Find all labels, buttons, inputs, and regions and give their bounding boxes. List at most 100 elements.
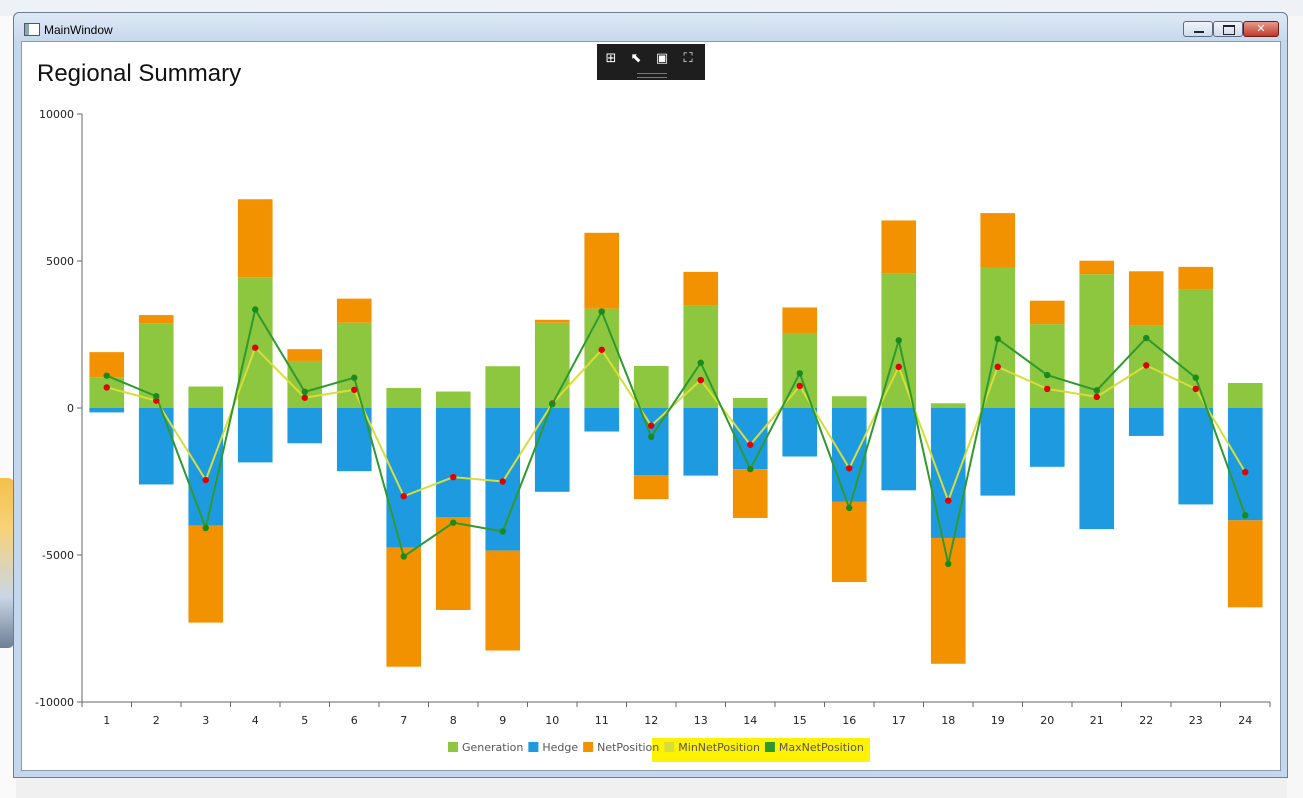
point-maxnetposition-14 xyxy=(747,465,754,473)
bar-hedge-5 xyxy=(287,408,323,444)
bar-netposition-7 xyxy=(386,547,422,667)
legend-swatch-maxnetposition xyxy=(764,742,775,752)
minimize-button[interactable] xyxy=(1183,21,1213,37)
point-maxnetposition-18 xyxy=(945,560,952,568)
x-tick-label: 13 xyxy=(694,714,708,727)
chart-legend: Generation Hedge NetPosition MinNetPosition… xyxy=(448,741,864,754)
title-bar[interactable]: MainWindow ✕ xyxy=(14,13,1287,41)
x-tick-label: 6 xyxy=(351,714,358,727)
app-window-icon xyxy=(24,23,40,36)
maximize-button[interactable] xyxy=(1213,21,1243,37)
bar-hedge-1 xyxy=(89,408,125,413)
toolbar-grip[interactable] xyxy=(637,73,667,78)
point-maxnetposition-9 xyxy=(499,528,506,535)
x-tick-label: 11 xyxy=(595,714,609,727)
bar-netposition-9 xyxy=(485,550,521,651)
x-tick-label: 4 xyxy=(252,714,259,727)
chart-bars xyxy=(89,199,1263,667)
x-tick-label: 21 xyxy=(1090,714,1104,727)
legend-label-hedge: Hedge xyxy=(542,741,578,754)
bar-generation-10 xyxy=(534,322,570,408)
bar-netposition-14 xyxy=(732,469,768,518)
bar-hedge-16 xyxy=(831,408,867,502)
close-button[interactable]: ✕ xyxy=(1243,21,1279,37)
live-visual-tree-icon[interactable]: ⊞ xyxy=(605,50,617,65)
point-minnetposition-12 xyxy=(648,422,655,429)
bar-netposition-15 xyxy=(782,307,818,334)
point-maxnetposition-5 xyxy=(301,388,308,396)
bar-hedge-23 xyxy=(1178,408,1214,505)
bar-netposition-4 xyxy=(237,199,273,278)
window-title: MainWindow xyxy=(44,23,113,37)
point-minnetposition-20 xyxy=(1044,385,1051,393)
point-maxnetposition-24 xyxy=(1242,512,1249,519)
bar-hedge-11 xyxy=(584,408,620,432)
bar-generation-14 xyxy=(732,398,768,408)
bar-hedge-4 xyxy=(237,408,273,463)
point-maxnetposition-7 xyxy=(400,553,407,560)
point-maxnetposition-8 xyxy=(450,519,457,526)
bar-netposition-12 xyxy=(633,475,669,500)
bar-hedge-14 xyxy=(732,408,768,470)
bar-generation-6 xyxy=(336,322,372,408)
chart-lines xyxy=(103,306,1249,568)
point-minnetposition-6 xyxy=(351,386,358,393)
bar-netposition-24 xyxy=(1227,520,1263,608)
bar-hedge-7 xyxy=(386,408,422,548)
bar-netposition-3 xyxy=(188,525,224,623)
point-minnetposition-17 xyxy=(895,363,902,371)
bar-hedge-18 xyxy=(930,408,966,538)
page-title: Regional Summary xyxy=(37,60,242,87)
point-minnetposition-22 xyxy=(1143,362,1150,369)
background-left-edge xyxy=(0,16,16,798)
bar-generation-11 xyxy=(584,308,620,408)
bar-generation-8 xyxy=(435,391,471,408)
x-tick-label: 5 xyxy=(301,714,308,727)
y-tick-label: 5000 xyxy=(46,255,74,268)
bar-hedge-21 xyxy=(1079,408,1115,530)
bar-netposition-6 xyxy=(336,298,372,323)
debug-toolbar: ⊞ ⬉ ▣ ⛶ xyxy=(597,44,705,80)
track-focused-element-icon[interactable]: ⛶ xyxy=(683,50,693,65)
select-element-icon[interactable]: ⬉ xyxy=(630,50,642,65)
line-maxnetposition xyxy=(106,306,1247,565)
bar-generation-18 xyxy=(930,403,966,408)
point-maxnetposition-16 xyxy=(846,504,853,512)
x-tick-label: 19 xyxy=(991,714,1005,727)
point-minnetposition-13 xyxy=(697,376,704,384)
x-tick-label: 9 xyxy=(499,714,506,727)
point-maxnetposition-23 xyxy=(1192,374,1199,381)
legend-swatch-netposition xyxy=(583,742,594,752)
point-maxnetposition-11 xyxy=(598,308,605,315)
bar-hedge-13 xyxy=(683,408,719,476)
x-tick-label: 24 xyxy=(1238,714,1252,727)
y-tick-label: 0 xyxy=(67,402,74,415)
x-tick-label: 23 xyxy=(1189,714,1203,727)
point-maxnetposition-15 xyxy=(796,370,803,377)
bar-netposition-20 xyxy=(1029,300,1065,325)
bar-hedge-20 xyxy=(1029,408,1065,467)
bar-hedge-15 xyxy=(782,408,818,457)
point-minnetposition-1 xyxy=(103,384,110,391)
bar-netposition-18 xyxy=(930,537,966,664)
x-tick-label: 12 xyxy=(644,714,658,727)
point-maxnetposition-6 xyxy=(351,374,358,381)
point-minnetposition-21 xyxy=(1093,393,1100,401)
legend-label-generation: Generation xyxy=(462,741,523,754)
x-tick-label: 15 xyxy=(793,714,807,727)
point-minnetposition-5 xyxy=(301,394,308,401)
point-minnetposition-14 xyxy=(747,441,754,448)
x-tick-label: 7 xyxy=(400,714,407,727)
point-maxnetposition-22 xyxy=(1143,334,1150,342)
bar-hedge-3 xyxy=(188,408,224,526)
bar-netposition-21 xyxy=(1079,260,1115,275)
point-minnetposition-23 xyxy=(1192,385,1199,393)
display-layout-adorners-icon[interactable]: ▣ xyxy=(655,50,669,65)
bar-netposition-13 xyxy=(683,271,719,306)
legend-swatch-minnetposition xyxy=(664,742,675,752)
legend-swatch-generation xyxy=(448,742,458,752)
point-minnetposition-4 xyxy=(252,344,259,351)
maximize-icon xyxy=(1223,25,1235,35)
x-tick-label: 14 xyxy=(743,714,757,727)
point-minnetposition-7 xyxy=(400,493,407,500)
